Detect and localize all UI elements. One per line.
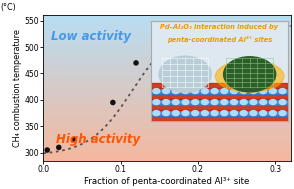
Point <box>72 138 77 141</box>
Text: (°C): (°C) <box>0 3 16 12</box>
X-axis label: Fraction of penta-coordinated Al³⁺ site: Fraction of penta-coordinated Al³⁺ site <box>84 177 250 186</box>
Point <box>134 61 138 64</box>
Point <box>273 31 278 34</box>
Text: High activity: High activity <box>56 133 140 146</box>
Point <box>45 149 50 152</box>
Point <box>111 101 115 104</box>
Y-axis label: CH₄ combustion temperature: CH₄ combustion temperature <box>13 29 22 147</box>
Text: Low activity: Low activity <box>51 30 131 43</box>
Point <box>56 146 61 149</box>
